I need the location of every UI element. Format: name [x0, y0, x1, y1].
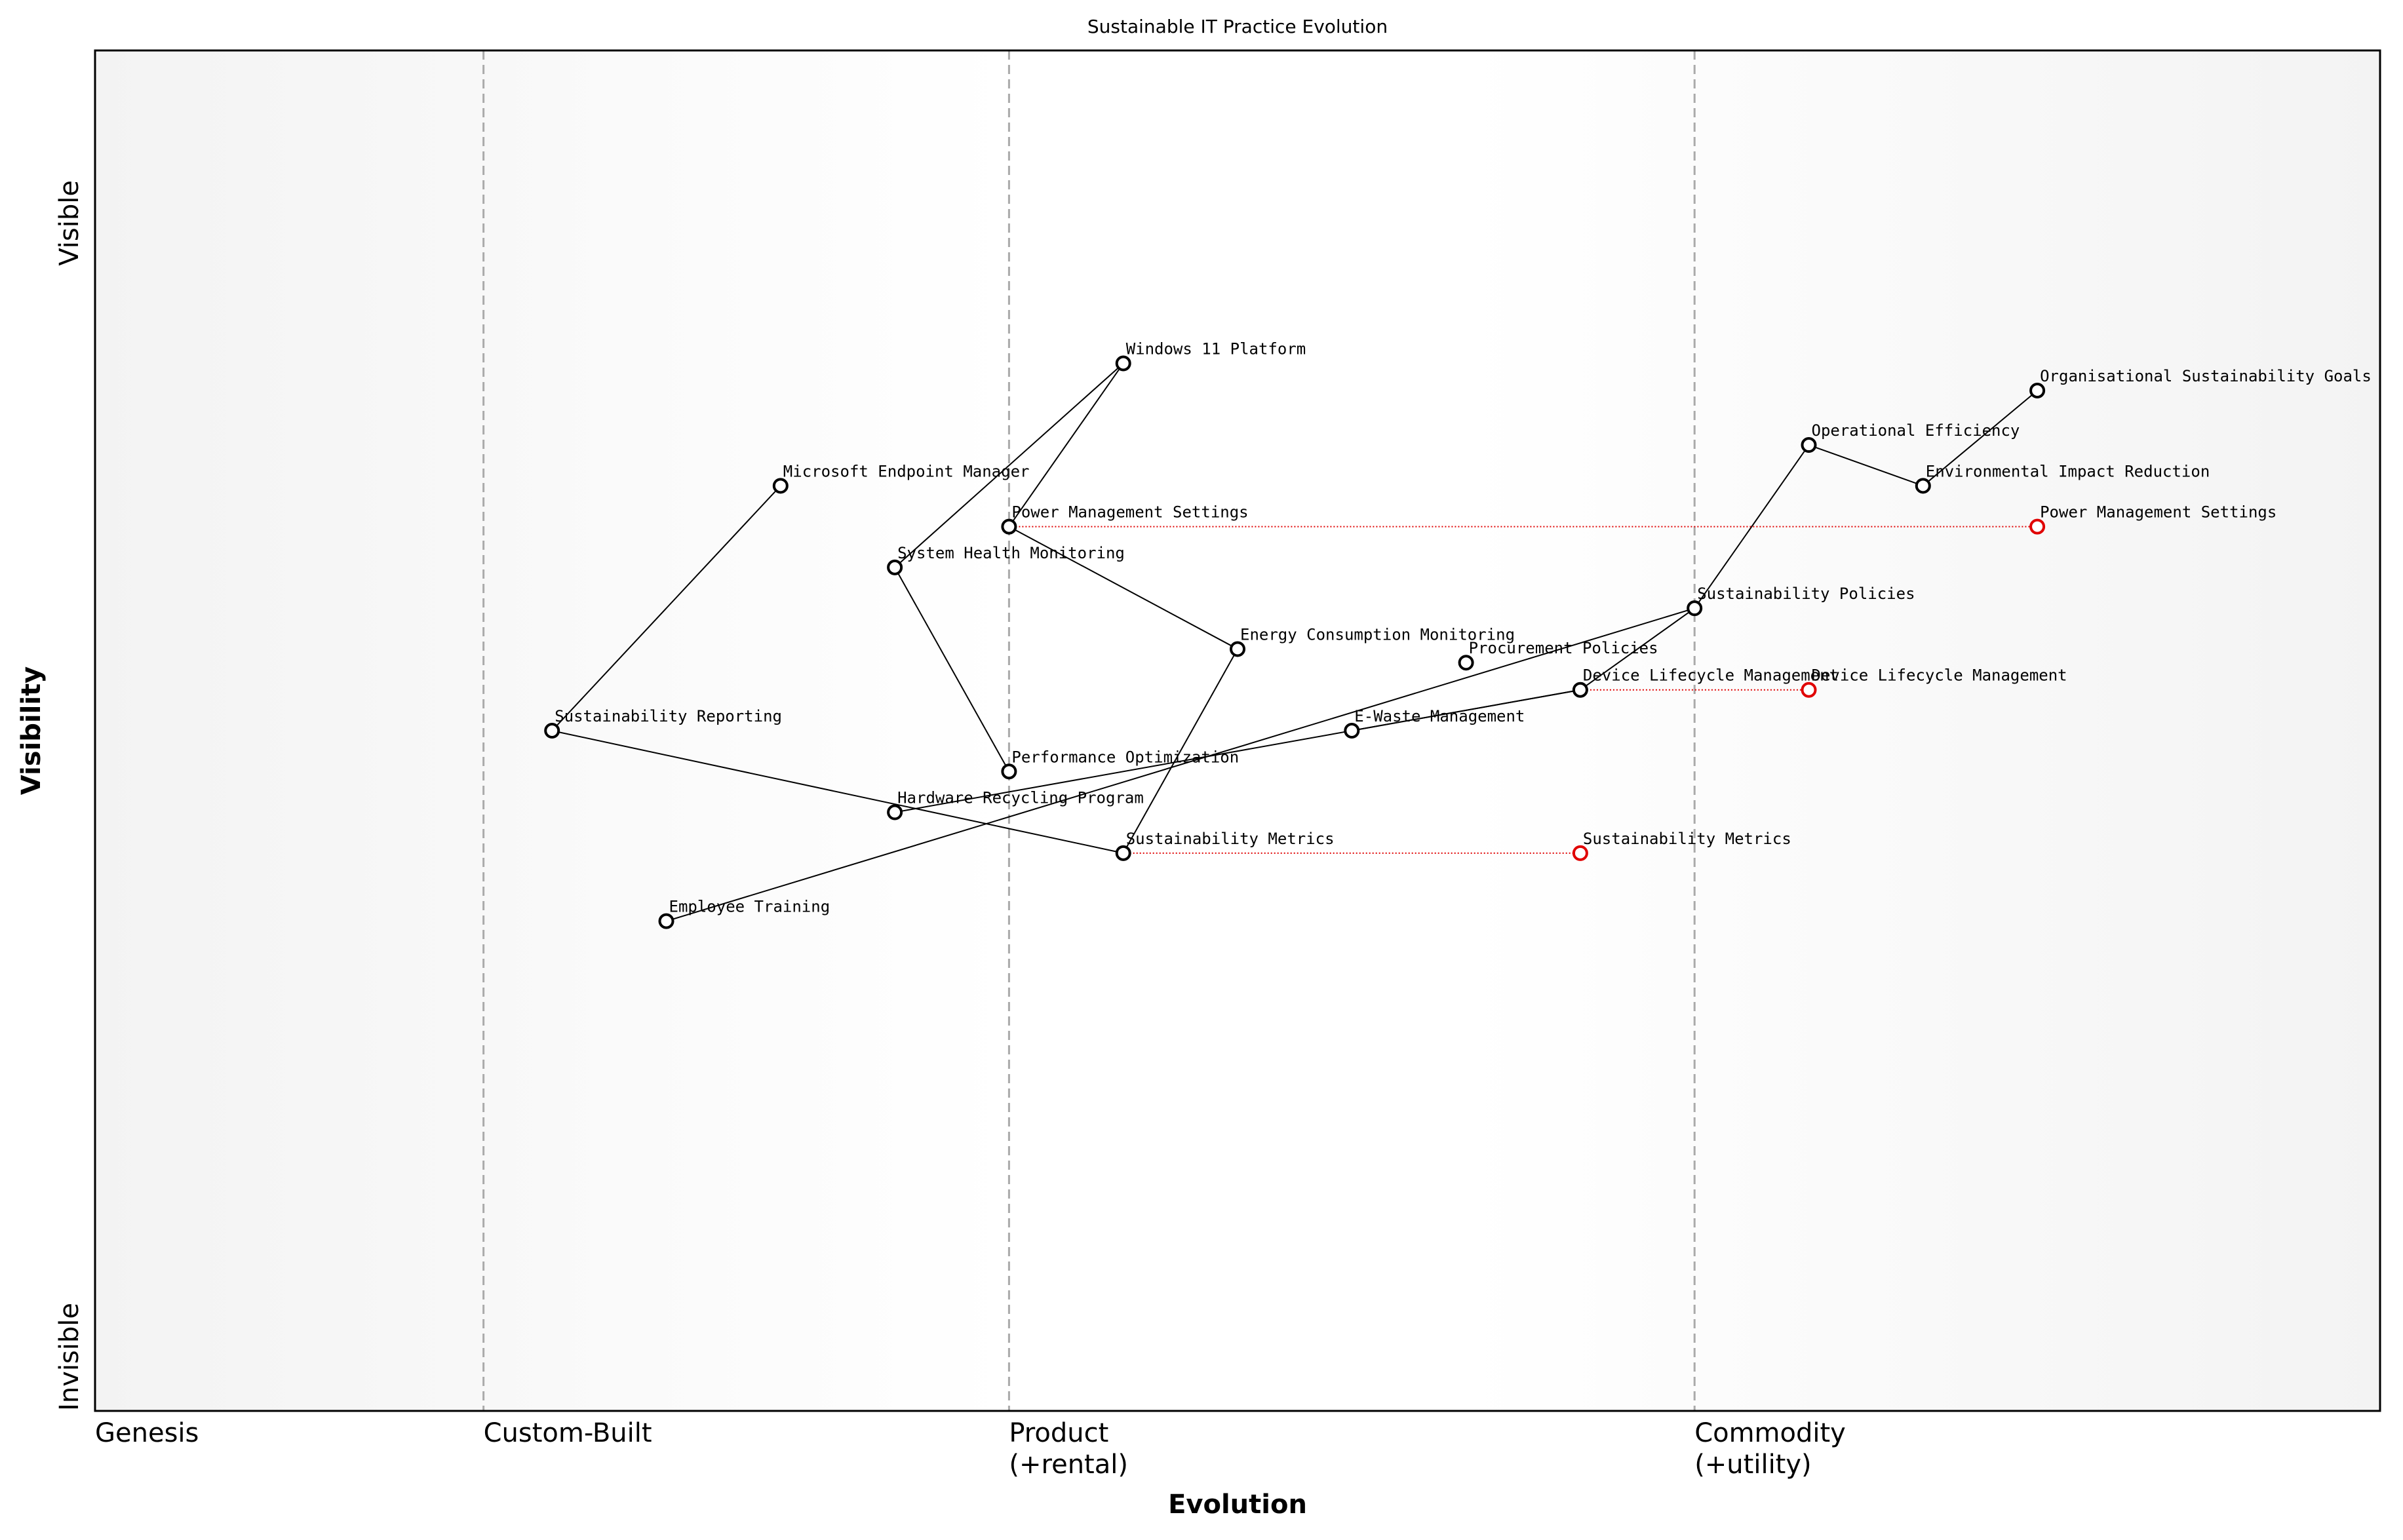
component: [658, 913, 674, 929]
component-label: Sustainability Reporting: [555, 707, 782, 725]
component-label: Power Management Settings: [1011, 503, 1248, 522]
x-axis-title: Evolution: [1168, 1490, 1307, 1520]
link: [1008, 526, 1238, 650]
evolved-component: [2029, 518, 2046, 535]
y-low-label: Invisible: [54, 1303, 85, 1411]
plot-background: [95, 50, 2380, 1411]
evolved-component: [1572, 845, 1588, 861]
component-label: Organisational Sustainability Goals: [2040, 367, 2372, 385]
link: [894, 567, 1010, 772]
component: [1115, 845, 1131, 861]
component: [1458, 655, 1474, 671]
component: [1115, 355, 1131, 372]
component: [887, 804, 903, 820]
component: [1572, 682, 1588, 698]
chart-title: Sustainable IT Practice Evolution: [1087, 16, 1388, 37]
component-label: Device Lifecycle Management: [1583, 666, 1839, 685]
component: [544, 723, 560, 739]
y-axis-title: Visibility: [16, 666, 47, 795]
link: [1008, 362, 1124, 528]
link: [894, 362, 1124, 568]
component-label: E-Waste Management: [1354, 707, 1525, 725]
evolved-label: Sustainability Metrics: [1583, 830, 1791, 848]
link: [666, 607, 1695, 922]
component: [772, 478, 789, 494]
component: [1230, 641, 1245, 657]
component-label: Windows 11 Platform: [1126, 339, 1306, 358]
component: [1687, 600, 1703, 617]
plot-frame: [94, 49, 2381, 1412]
evolved-component: [1801, 682, 1817, 698]
link: [1808, 444, 1924, 487]
x-tick-label: Custom-Built: [483, 1418, 652, 1448]
link: [1580, 607, 1695, 691]
component: [1801, 437, 1817, 453]
x-tick-label: Genesis: [95, 1418, 199, 1448]
component-label: Procurement Policies: [1469, 639, 1658, 657]
component-label: Sustainability Metrics: [1126, 830, 1335, 848]
component: [1001, 763, 1017, 780]
component-label: Microsoft Endpoint Manager: [783, 462, 1030, 480]
component-label: Energy Consumption Monitoring: [1240, 625, 1515, 644]
component-label: Performance Optimization: [1011, 748, 1239, 766]
link: [551, 485, 781, 731]
component: [1001, 518, 1017, 535]
component-label: Hardware Recycling Program: [897, 789, 1144, 807]
component-label: Employee Training: [669, 898, 830, 916]
link: [1694, 444, 1810, 609]
component-label: Operational Efficiency: [1812, 421, 2020, 440]
component: [1915, 478, 1931, 494]
x-tick-label: Commodity (+utility): [1694, 1418, 1846, 1480]
component-label: Sustainability Policies: [1697, 585, 1915, 603]
link: [1122, 648, 1238, 854]
link: [1923, 390, 2038, 487]
component-label: System Health Monitoring: [897, 544, 1125, 562]
evolved-label: Power Management Settings: [2040, 503, 2276, 522]
component-label: Environmental Impact Reduction: [1926, 462, 2210, 480]
component: [887, 559, 903, 575]
evolved-label: Device Lifecycle Management: [1812, 666, 2067, 685]
component: [2029, 383, 2046, 398]
x-tick-label: Product (+rental): [1009, 1418, 1128, 1480]
component: [1344, 723, 1360, 739]
y-high-label: Visible: [54, 180, 85, 266]
link: [551, 730, 1123, 854]
link: [1352, 689, 1581, 731]
